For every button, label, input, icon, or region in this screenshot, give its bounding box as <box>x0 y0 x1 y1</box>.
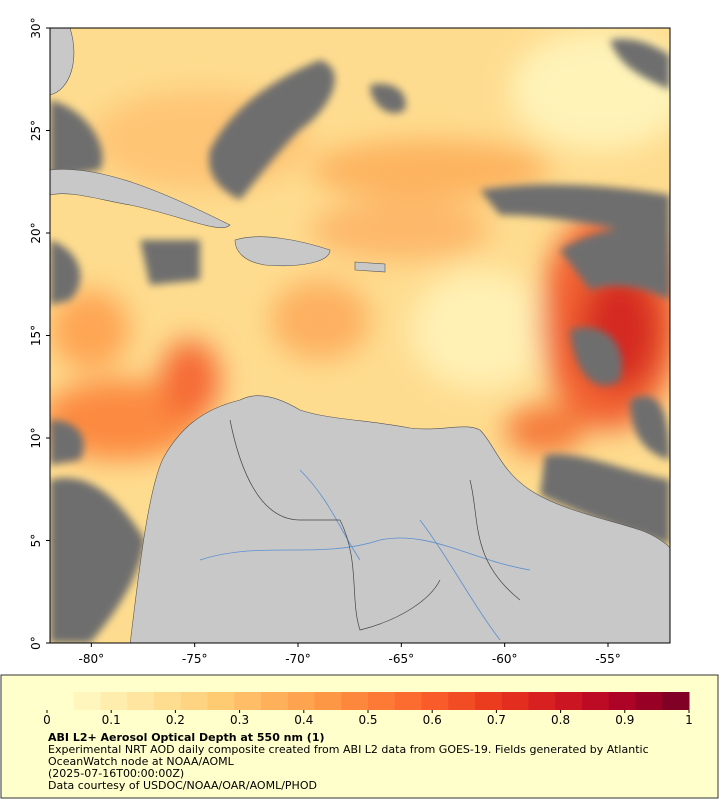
colorbar-swatch <box>180 692 208 710</box>
colorbar-swatch <box>528 692 556 710</box>
borders <box>229 419 521 631</box>
colorbar-swatch <box>47 692 75 710</box>
x-tick-label: -55° <box>595 652 621 666</box>
y-tick-label: 10° <box>29 427 43 448</box>
colorbar-swatch <box>635 692 663 710</box>
colorbar-tick-label: 0.4 <box>294 713 313 727</box>
x-tick-label: -80° <box>79 652 105 666</box>
colorbar-swatch <box>608 692 636 710</box>
colorbar-swatch <box>314 692 342 710</box>
colorbar: 0 0.1 0.2 0.3 0.4 0.5 0.6 0.7 0.8 0.9 1 <box>43 692 693 727</box>
colorbar-swatch <box>368 692 396 710</box>
y-tick-label: 15° <box>29 325 43 346</box>
y-tick-label: 25° <box>29 120 43 141</box>
colorbar-tick-label: 0.5 <box>358 713 377 727</box>
colorbar-swatch <box>448 692 476 710</box>
y-tick-label: 30° <box>29 17 43 38</box>
colorbar-swatch <box>582 692 610 710</box>
land <box>50 28 670 643</box>
rivers <box>199 469 531 641</box>
caption: ABI L2+ Aerosol Optical Depth at 550 nm … <box>48 732 688 792</box>
colorbar-swatch <box>501 692 529 710</box>
colorbar-swatch <box>341 692 369 710</box>
colorbar-swatch <box>234 692 262 710</box>
colorbar-tick-label: 1 <box>685 713 693 727</box>
axis-ticks: -80° -75° -70° -65° -60° -55° 0° 5° 10° 15° 20° 25°… <box>29 17 621 666</box>
colorbar-swatch <box>127 692 155 710</box>
colorbar-tick-label: 0 <box>43 713 51 727</box>
timestamp: (2025-07-16T00:00:00Z) <box>48 767 185 780</box>
colorbar-tick-label: 0.6 <box>423 713 442 727</box>
colorbar-swatch <box>287 692 315 710</box>
credit: Data courtesy of USDOC/NOAA/OAR/AOML/PHO… <box>48 779 317 792</box>
x-tick-label: -65° <box>389 652 415 666</box>
colorbar-tick-label: 0.1 <box>102 713 121 727</box>
cloud-mask <box>50 38 670 643</box>
colorbar-tick-label: 0.9 <box>615 713 634 727</box>
y-tick-label: 5° <box>29 534 43 548</box>
description: Experimental NRT AOD daily composite cre… <box>48 743 649 768</box>
colorbar-swatch <box>207 692 235 710</box>
x-tick-label: -60° <box>492 652 518 666</box>
colorbar-swatch <box>100 692 128 710</box>
x-tick-label: -75° <box>182 652 208 666</box>
y-tick-label: 0° <box>29 636 43 650</box>
x-tick-label: -70° <box>285 652 311 666</box>
colorbar-swatch <box>662 692 690 710</box>
colorbar-swatch <box>154 692 182 710</box>
colorbar-tick-label: 0.2 <box>166 713 185 727</box>
y-tick-label: 20° <box>29 222 43 243</box>
colorbar-tick-label: 0.7 <box>487 713 506 727</box>
colorbar-tick-label: 0.8 <box>551 713 570 727</box>
colorbar-swatch <box>555 692 583 710</box>
colorbar-swatch <box>73 692 101 710</box>
colorbar-swatch <box>394 692 422 710</box>
colorbar-swatch <box>421 692 449 710</box>
colorbar-swatch <box>261 692 289 710</box>
map-title: ABI L2+ Aerosol Optical Depth at 550 nm … <box>48 731 325 744</box>
colorbar-tick-label: 0.3 <box>230 713 249 727</box>
colorbar-swatch <box>475 692 503 710</box>
map-area <box>50 28 670 643</box>
